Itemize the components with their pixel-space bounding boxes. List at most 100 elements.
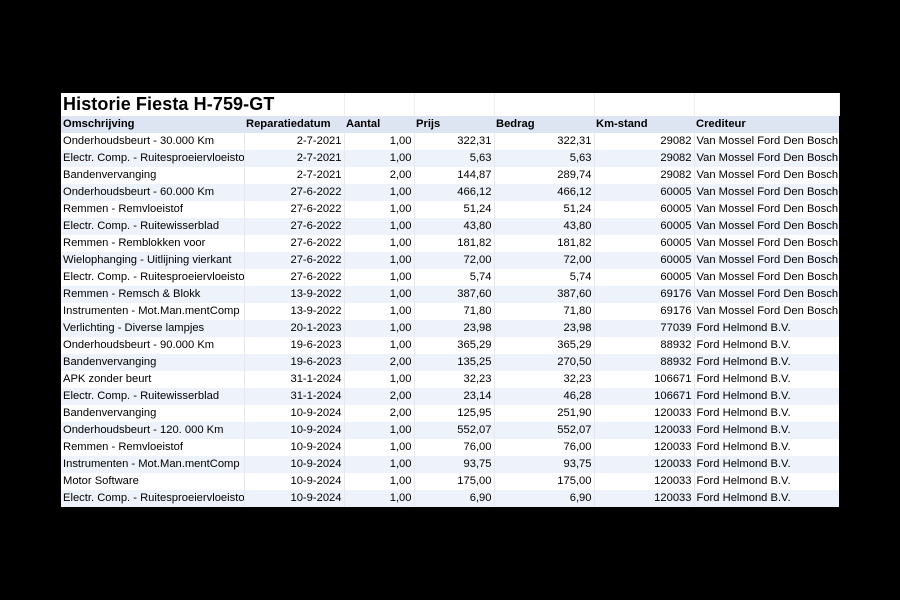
cell-prijs[interactable]: 23,98: [414, 320, 495, 337]
cell-crediteur[interactable]: Ford Helmond B.V.: [694, 354, 839, 371]
cell-prijs[interactable]: 76,00: [414, 439, 495, 456]
cell-bedrag[interactable]: 71,80: [494, 303, 595, 320]
cell-prijs[interactable]: 51,24: [414, 201, 495, 218]
column-header-aantal[interactable]: Aantal: [344, 116, 414, 133]
cell-bedrag[interactable]: 322,31: [494, 133, 595, 150]
cell-aantal[interactable]: 1,00: [344, 184, 415, 201]
column-header-bedrag[interactable]: Bedrag: [494, 116, 594, 133]
cell-bedrag[interactable]: 289,74: [494, 167, 595, 184]
cell-aantal[interactable]: 1,00: [344, 320, 415, 337]
cell-reparatiedatum[interactable]: 10-9-2024: [244, 490, 345, 507]
column-header-prijs[interactable]: Prijs: [414, 116, 494, 133]
cell-crediteur[interactable]: Van Mossel Ford Den Bosch: [694, 286, 839, 303]
cell-bedrag[interactable]: 175,00: [494, 473, 595, 490]
column-header-crediteur[interactable]: Crediteur: [694, 116, 839, 133]
cell-omschrijving[interactable]: Verlichting - Diverse lampjes: [61, 320, 245, 337]
sheet-title[interactable]: Historie Fiesta H-759-GT: [61, 93, 345, 116]
cell-prijs[interactable]: 387,60: [414, 286, 495, 303]
cell-bedrag[interactable]: 76,00: [494, 439, 595, 456]
cell-reparatiedatum[interactable]: 27-6-2022: [244, 184, 345, 201]
cell-crediteur[interactable]: Ford Helmond B.V.: [694, 388, 839, 405]
cell-prijs[interactable]: 125,95: [414, 405, 495, 422]
cell-omschrijving[interactable]: Wielophanging - Uitlijning vierkant: [61, 252, 245, 269]
cell-crediteur[interactable]: Van Mossel Ford Den Bosch: [694, 167, 839, 184]
cell-prijs[interactable]: 135,25: [414, 354, 495, 371]
cell-omschrijving[interactable]: Remmen - Remsch & Blokk: [61, 286, 245, 303]
cell-omschrijving[interactable]: Remmen - Remblokken voor: [61, 235, 245, 252]
cell-km-stand[interactable]: 120033: [594, 473, 695, 490]
cell-km-stand[interactable]: 60005: [594, 269, 695, 286]
cell-reparatiedatum[interactable]: 27-6-2022: [244, 269, 345, 286]
cell-crediteur[interactable]: Ford Helmond B.V.: [694, 456, 839, 473]
cell-bedrag[interactable]: 387,60: [494, 286, 595, 303]
cell-aantal[interactable]: 2,00: [344, 405, 415, 422]
cell-aantal[interactable]: 2,00: [344, 354, 415, 371]
cell-omschrijving[interactable]: Electr. Comp. - Ruitesproeiervloeistof: [61, 150, 245, 167]
cell-km-stand[interactable]: 69176: [594, 303, 695, 320]
cell-reparatiedatum[interactable]: 10-9-2024: [244, 439, 345, 456]
cell-prijs[interactable]: 5,63: [414, 150, 495, 167]
cell-omschrijving[interactable]: APK zonder beurt: [61, 371, 245, 388]
cell-prijs[interactable]: 72,00: [414, 252, 495, 269]
cell-omschrijving[interactable]: Onderhoudsbeurt - 60.000 Km: [61, 184, 245, 201]
column-header-km-stand[interactable]: Km-stand: [594, 116, 694, 133]
cell-bedrag[interactable]: 93,75: [494, 456, 595, 473]
column-header-omschrijving[interactable]: Omschrijving: [61, 116, 244, 133]
cell-reparatiedatum[interactable]: 27-6-2022: [244, 218, 345, 235]
cell-omschrijving[interactable]: Electr. Comp. - Ruitesproeiervloeistof: [61, 269, 245, 286]
cell-bedrag[interactable]: 46,28: [494, 388, 595, 405]
cell-omschrijving[interactable]: Motor Software: [61, 473, 245, 490]
cell-km-stand[interactable]: 106671: [594, 371, 695, 388]
cell-prijs[interactable]: 43,80: [414, 218, 495, 235]
cell-bedrag[interactable]: 466,12: [494, 184, 595, 201]
cell-bedrag[interactable]: 251,90: [494, 405, 595, 422]
cell-crediteur[interactable]: Van Mossel Ford Den Bosch: [694, 150, 839, 167]
cell-km-stand[interactable]: 120033: [594, 422, 695, 439]
cell-reparatiedatum[interactable]: 27-6-2022: [244, 252, 345, 269]
cell-reparatiedatum[interactable]: 13-9-2022: [244, 286, 345, 303]
cell-bedrag[interactable]: 51,24: [494, 201, 595, 218]
cell-omschrijving[interactable]: Electr. Comp. - Ruitesproeiervloeistof: [61, 490, 245, 507]
cell-omschrijving[interactable]: Remmen - Remvloeistof: [61, 439, 245, 456]
cell-km-stand[interactable]: 60005: [594, 184, 695, 201]
cell-aantal[interactable]: 1,00: [344, 235, 415, 252]
cell-reparatiedatum[interactable]: 31-1-2024: [244, 371, 345, 388]
cell-omschrijving[interactable]: Onderhoudsbeurt - 30.000 Km: [61, 133, 245, 150]
cell-prijs[interactable]: 32,23: [414, 371, 495, 388]
cell-aantal[interactable]: 1,00: [344, 303, 415, 320]
cell-prijs[interactable]: 466,12: [414, 184, 495, 201]
cell-aantal[interactable]: 1,00: [344, 133, 415, 150]
cell-reparatiedatum[interactable]: 2-7-2021: [244, 167, 345, 184]
cell-reparatiedatum[interactable]: 31-1-2024: [244, 388, 345, 405]
cell-reparatiedatum[interactable]: 10-9-2024: [244, 422, 345, 439]
cell-aantal[interactable]: 1,00: [344, 422, 415, 439]
cell-km-stand[interactable]: 60005: [594, 201, 695, 218]
cell-aantal[interactable]: 1,00: [344, 473, 415, 490]
cell-crediteur[interactable]: Van Mossel Ford Den Bosch: [694, 184, 839, 201]
cell-prijs[interactable]: 71,80: [414, 303, 495, 320]
cell-km-stand[interactable]: 88932: [594, 337, 695, 354]
cell-crediteur[interactable]: Ford Helmond B.V.: [694, 439, 839, 456]
cell-aantal[interactable]: 1,00: [344, 218, 415, 235]
cell-crediteur[interactable]: Van Mossel Ford Den Bosch: [694, 133, 839, 150]
cell-prijs[interactable]: 6,90: [414, 490, 495, 507]
cell-aantal[interactable]: 1,00: [344, 201, 415, 218]
cell-omschrijving[interactable]: Bandenvervanging: [61, 405, 245, 422]
cell-omschrijving[interactable]: Bandenvervanging: [61, 167, 245, 184]
cell-bedrag[interactable]: 5,63: [494, 150, 595, 167]
column-header-reparatiedatum[interactable]: Reparatiedatum: [244, 116, 344, 133]
cell-bedrag[interactable]: 270,50: [494, 354, 595, 371]
cell-km-stand[interactable]: 60005: [594, 235, 695, 252]
cell-km-stand[interactable]: 120033: [594, 456, 695, 473]
cell-km-stand[interactable]: 77039: [594, 320, 695, 337]
cell-crediteur[interactable]: Ford Helmond B.V.: [694, 371, 839, 388]
cell-bedrag[interactable]: 365,29: [494, 337, 595, 354]
cell-reparatiedatum[interactable]: 20-1-2023: [244, 320, 345, 337]
cell-bedrag[interactable]: 552,07: [494, 422, 595, 439]
cell-prijs[interactable]: 93,75: [414, 456, 495, 473]
cell-omschrijving[interactable]: Onderhoudsbeurt - 90.000 Km: [61, 337, 245, 354]
cell-reparatiedatum[interactable]: 27-6-2022: [244, 235, 345, 252]
cell-aantal[interactable]: 2,00: [344, 167, 415, 184]
cell-aantal[interactable]: 1,00: [344, 439, 415, 456]
cell-crediteur[interactable]: Ford Helmond B.V.: [694, 490, 839, 507]
